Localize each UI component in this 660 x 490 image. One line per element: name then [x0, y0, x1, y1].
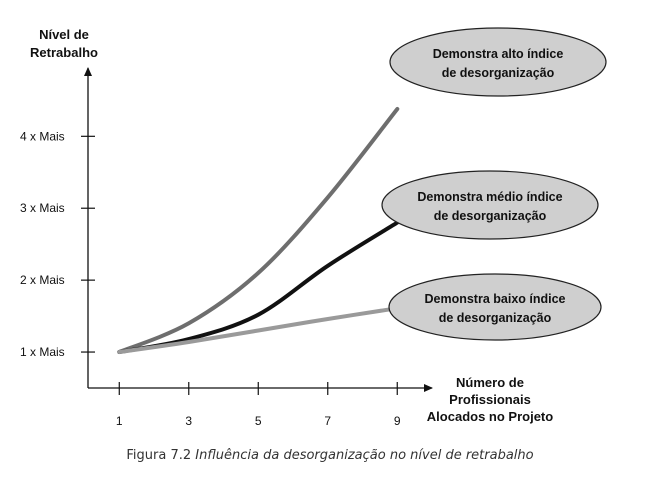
x-tick-label: 9 — [394, 414, 401, 428]
x-tick-label: 1 — [116, 414, 123, 428]
callout-high-text: de desorganização — [442, 66, 555, 80]
x-tick-label: 7 — [324, 414, 331, 428]
y-tick-label: 4 x Mais — [20, 129, 65, 143]
callout-low-text: de desorganização — [439, 311, 552, 325]
y-axis-title-line-1: Nível de — [39, 27, 89, 42]
series-line-low — [117, 306, 400, 354]
figure-number: Figura 7.2 — [126, 448, 192, 463]
chart-marks: 1 x Mais 2 x Mais 3 x Mais 4 x Mais 1 3 5 7 9 Dem… — [20, 27, 607, 428]
y-axis-title-line-2: Retrabalho — [30, 45, 98, 60]
callout-medium — [381, 170, 599, 240]
x-axis-title-line-2: Profissionais — [449, 392, 531, 407]
y-tick-label: 3 x Mais — [20, 201, 65, 215]
x-axis-title-line-1: Número de — [456, 375, 524, 390]
series-line-high — [117, 107, 400, 354]
y-tick-label: 1 x Mais — [20, 345, 65, 359]
x-tick-label: 3 — [185, 414, 192, 428]
callout-medium-text: Demonstra médio índice — [417, 190, 562, 204]
figure-caption: Figura 7.2 Influência da desorganização … — [0, 448, 660, 463]
figure-caption-text: Influência da desorganização no nível de… — [195, 448, 534, 463]
callout-high-text: Demonstra alto índice — [433, 47, 564, 61]
series-line-medium — [117, 220, 400, 354]
x-tick-label: 5 — [255, 414, 262, 428]
callout-low-text: Demonstra baixo índice — [424, 292, 565, 306]
y-tick-label: 2 x Mais — [20, 273, 65, 287]
x-axis-title-line-3: Alocados no Projeto — [427, 409, 553, 424]
callout-medium-text: de desorganização — [434, 209, 547, 223]
callout-low — [388, 273, 602, 341]
callout-high — [389, 27, 607, 97]
